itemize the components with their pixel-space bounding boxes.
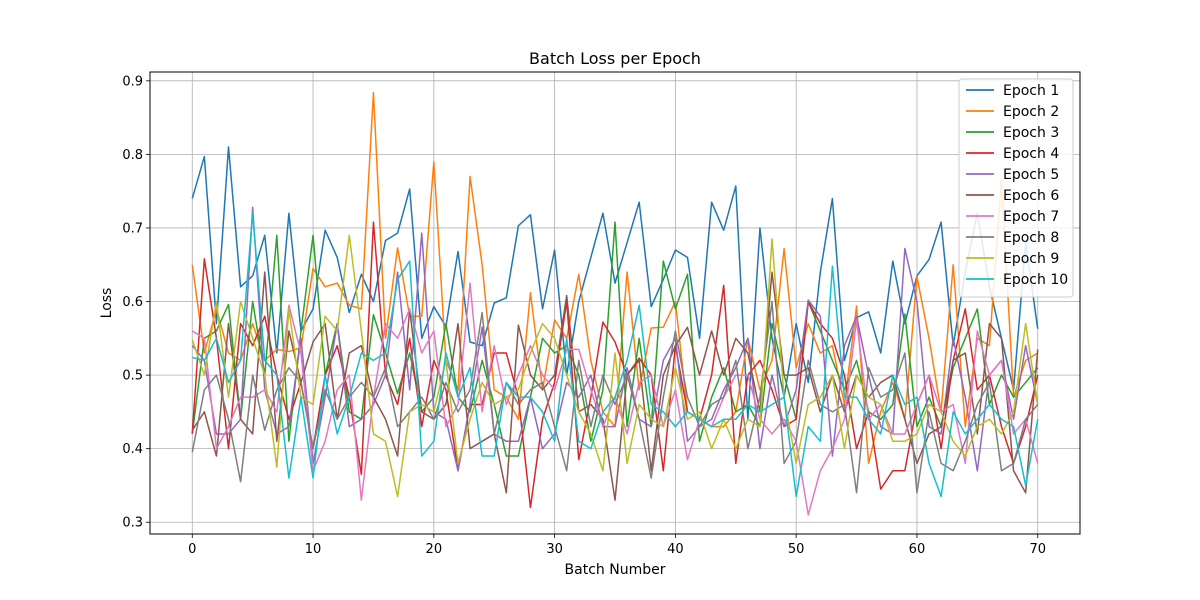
legend-label: Epoch 5	[1003, 167, 1059, 183]
plot-frame	[149, 71, 1081, 535]
x-tick-label: 50	[788, 542, 805, 557]
series-line-epoch-8	[191, 300, 1039, 494]
x-axis-title: Batch Number	[565, 562, 666, 578]
legend-label: Epoch 10	[1003, 272, 1068, 288]
x-tick-label: 0	[188, 542, 196, 557]
legend-label: Epoch 4	[1003, 146, 1059, 162]
y-tick-label: 0.5	[122, 369, 143, 384]
series-line-epoch-10	[192, 212, 1039, 498]
legend-label: Epoch 6	[1003, 188, 1059, 204]
y-tick-label: 0.3	[122, 516, 143, 531]
series-line-epoch-5	[191, 206, 1039, 472]
legend-label: Epoch 7	[1003, 209, 1059, 225]
x-tick-label: 70	[1029, 542, 1046, 557]
x-tick-label: 40	[667, 542, 684, 557]
legend-box	[958, 78, 1074, 298]
legend-label: Epoch 3	[1003, 125, 1059, 141]
y-tick-label: 0.9	[122, 74, 143, 89]
y-tick-label: 0.6	[122, 295, 143, 310]
y-tick-label: 0.7	[122, 221, 143, 236]
legend-label: Epoch 8	[1003, 230, 1059, 246]
legend-label: Epoch 2	[1003, 104, 1059, 120]
x-tick-label: 30	[546, 542, 563, 557]
y-axis-title: Loss	[99, 288, 115, 319]
legend: Epoch 1 Epoch 2 Epoch 3 Epoch 4 Epoch 5 Epoch…	[958, 78, 1074, 298]
series-line-epoch-4	[191, 221, 1039, 509]
series-lines	[191, 91, 1039, 516]
legend-label: Epoch 1	[1003, 83, 1059, 99]
chart-title: Batch Loss per Epoch	[529, 49, 701, 68]
y-tick-label: 0.8	[122, 148, 143, 163]
y-axis-ticks: 0.3 0.4 0.5 0.6 0.7 0.8 0.9	[122, 74, 150, 531]
x-axis-ticks: 0 10 20 30 40 50 60 70	[188, 534, 1046, 557]
x-tick-label: 10	[305, 542, 322, 557]
series-line-epoch-9	[191, 234, 1039, 498]
y-tick-label: 0.4	[122, 442, 143, 457]
series-line-epoch-1	[191, 146, 1039, 420]
x-tick-label: 20	[426, 542, 443, 557]
x-tick-label: 60	[909, 542, 926, 557]
legend-label: Epoch 9	[1003, 251, 1059, 267]
series-line-epoch-6	[191, 271, 1039, 501]
